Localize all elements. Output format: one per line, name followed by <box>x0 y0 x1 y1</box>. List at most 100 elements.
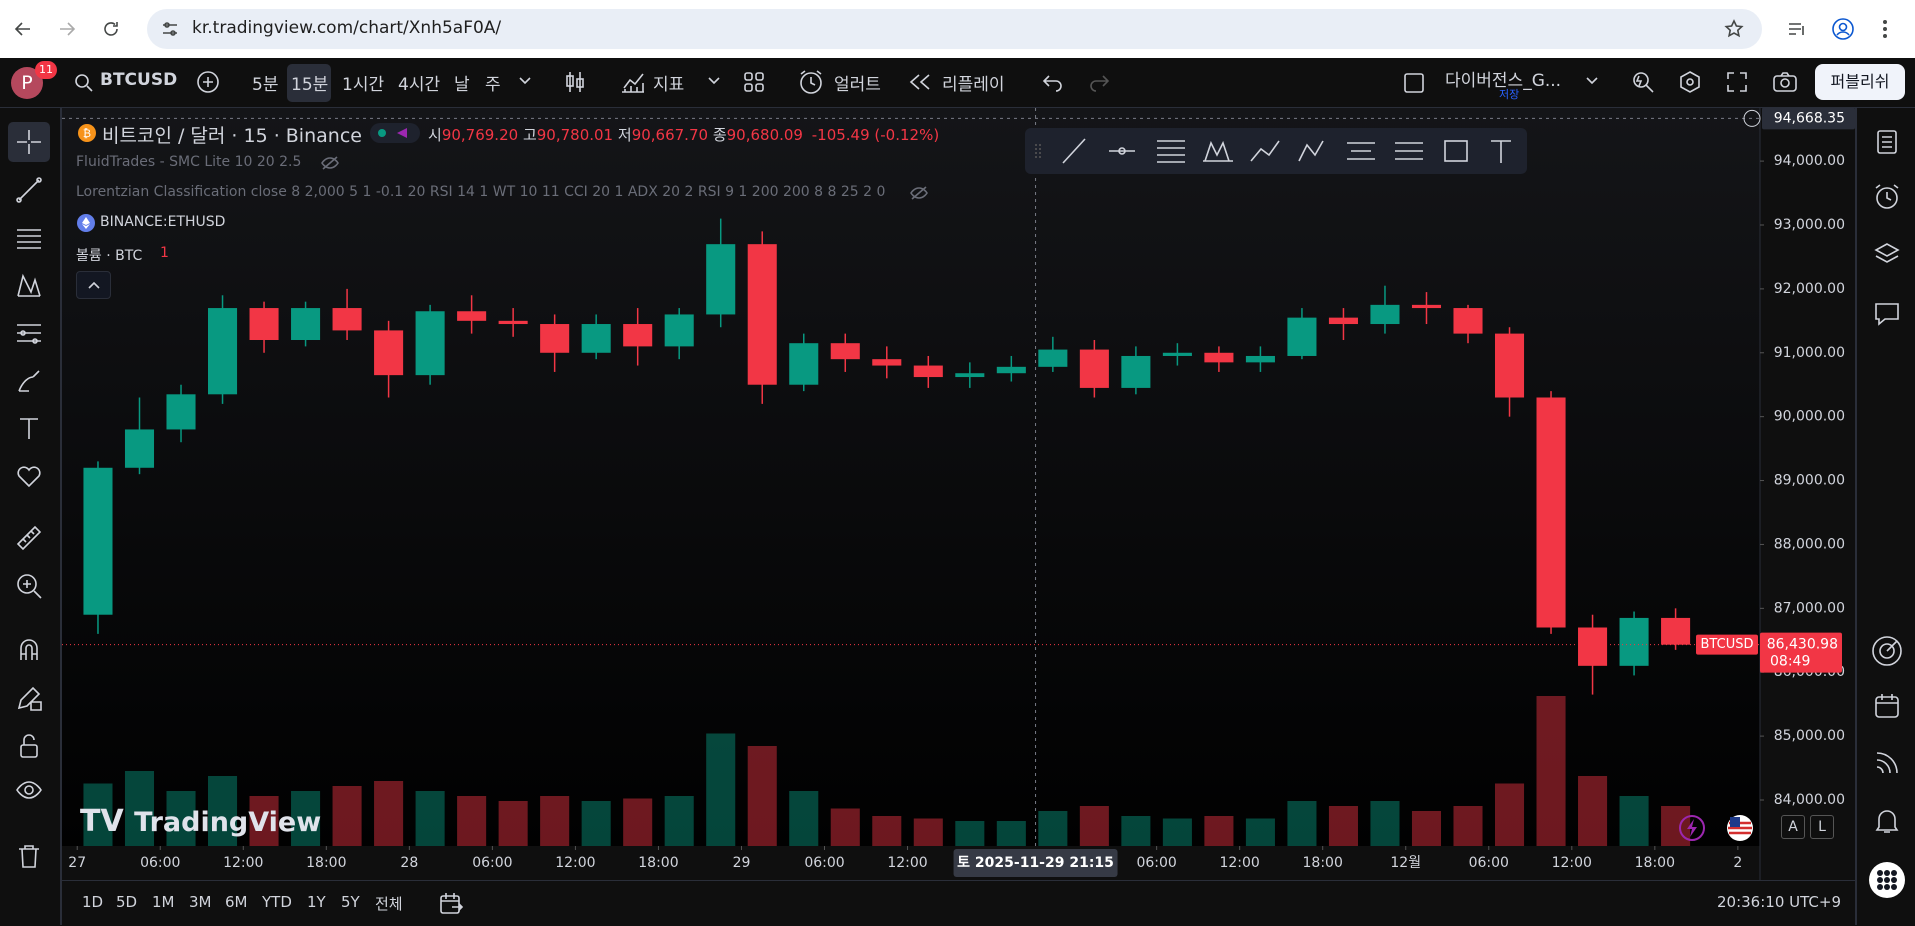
layout-name[interactable]: 다이버전스_G... <box>1445 71 1562 91</box>
lock-tool[interactable] <box>15 732 43 760</box>
prediction-tool[interactable] <box>15 319 43 347</box>
goto-date[interactable] <box>438 892 464 916</box>
indicator-legend[interactable]: Lorentzian Classification close 8 2,000 … <box>76 184 886 200</box>
candle-body <box>498 320 528 325</box>
object-tree[interactable] <box>1873 241 1901 269</box>
profile-button[interactable] <box>1831 17 1855 41</box>
undo-button[interactable] <box>1042 72 1064 92</box>
delete-tool[interactable] <box>15 842 43 870</box>
back-button[interactable] <box>12 18 34 40</box>
news[interactable] <box>1873 749 1901 777</box>
symbol-title[interactable]: 비트코인 / 달러 · 15 · Binance <box>102 125 362 147</box>
watermark[interactable]: 𝗧𝗩 TradingView <box>80 804 322 839</box>
range-button[interactable]: 전체 <box>375 895 403 913</box>
brush-tool[interactable] <box>15 367 43 395</box>
ohlc-label: 종 <box>712 126 727 144</box>
lightning-button[interactable] <box>1677 813 1707 843</box>
redo-button[interactable] <box>1088 72 1110 92</box>
quick-search[interactable] <box>1631 70 1655 94</box>
replay-button[interactable]: 리플레이 <box>942 75 1005 95</box>
x-tick-label: 06:00 <box>1469 855 1509 871</box>
interval-button[interactable]: 1시간 <box>342 75 385 95</box>
publish-button[interactable]: 퍼블리쉬 <box>1815 64 1905 100</box>
chat[interactable] <box>1873 300 1901 328</box>
alerts-panel[interactable] <box>1873 183 1901 211</box>
stay-drawing[interactable] <box>15 684 43 712</box>
icon-tool[interactable] <box>15 462 43 490</box>
x-tick-label: 06:00 <box>472 855 512 871</box>
layout-icon[interactable] <box>1403 72 1425 94</box>
hidden-icon[interactable] <box>320 155 340 171</box>
range-button[interactable]: 3M <box>189 893 212 911</box>
forward-button[interactable] <box>56 18 78 40</box>
reload-button[interactable] <box>100 18 122 40</box>
media-button[interactable] <box>1786 18 1808 40</box>
interval-menu[interactable] <box>518 76 532 86</box>
menu-button[interactable] <box>1880 17 1890 41</box>
compare-legend[interactable]: BINANCE:ETHUSD <box>100 214 226 230</box>
add-button <box>1743 109 1761 127</box>
fullscreen-button[interactable] <box>1726 71 1748 93</box>
indicators-menu[interactable] <box>707 76 721 86</box>
volume-bar <box>540 796 570 846</box>
range-button[interactable]: 1Y <box>307 893 326 911</box>
interval-button[interactable]: 날 <box>454 75 470 95</box>
floating-toolbar <box>1025 128 1527 174</box>
bookmark[interactable] <box>1724 19 1744 39</box>
indicators-icon[interactable] <box>620 70 646 94</box>
candle-body <box>1536 397 1566 628</box>
trading-panel[interactable] <box>1871 635 1903 667</box>
snapshot-button[interactable] <box>1772 71 1798 93</box>
notifications[interactable] <box>1873 807 1901 835</box>
candle-body <box>1121 355 1151 388</box>
range-button[interactable]: 6M <box>225 893 248 911</box>
range-button[interactable]: 1M <box>152 893 175 911</box>
hide-tool[interactable] <box>15 776 43 804</box>
chart-type-button[interactable] <box>563 70 587 94</box>
log-scale[interactable]: L <box>1810 815 1834 839</box>
price-axis <box>1760 108 1855 880</box>
trendline-tool[interactable] <box>15 176 43 204</box>
interval-button[interactable]: 15분 <box>291 75 329 95</box>
interval-button[interactable]: 주 <box>485 75 501 95</box>
apps[interactable] <box>1869 862 1905 898</box>
magnet-tool[interactable] <box>15 636 43 664</box>
symbol-search[interactable]: BTCUSD <box>100 70 178 90</box>
interval-button[interactable]: 4시간 <box>398 75 441 95</box>
calendar[interactable] <box>1873 692 1901 720</box>
compare-button[interactable] <box>196 70 220 94</box>
alert-icon[interactable] <box>798 69 824 95</box>
zoom-tool[interactable] <box>15 572 43 600</box>
volume-legend-value: 1 <box>160 245 169 261</box>
hidden-icon[interactable] <box>909 185 929 201</box>
watchlist[interactable] <box>1873 128 1901 156</box>
settings-button[interactable] <box>1678 70 1702 94</box>
indicators-button[interactable]: 지표 <box>653 75 685 95</box>
range-button[interactable]: YTD <box>262 893 292 911</box>
auto-scale[interactable]: A <box>1781 815 1805 839</box>
volume-legend[interactable]: 볼륨 · BTC <box>76 248 143 264</box>
quick-tools[interactable] <box>1061 137 1521 165</box>
collapse-legend[interactable] <box>76 271 111 299</box>
replay-icon[interactable] <box>908 72 932 92</box>
search-icon[interactable] <box>74 73 94 93</box>
fib-tool[interactable] <box>15 224 43 252</box>
indicator-legend[interactable]: FluidTrades - SMC Lite 10 20 2.5 <box>76 154 302 170</box>
range-button[interactable]: 5D <box>116 893 138 911</box>
layouts-button[interactable] <box>742 70 766 94</box>
clock[interactable]: 20:36:10 UTC+9 <box>1717 893 1841 911</box>
site-info[interactable] <box>161 20 179 38</box>
interval-button[interactable]: 5분 <box>252 75 279 95</box>
chart[interactable]: 94,000.00 93,000.00 92,000.00 91,000.00 90,0… <box>62 108 1855 880</box>
layout-menu[interactable] <box>1585 76 1599 86</box>
crosshair-tool[interactable] <box>15 128 43 156</box>
range-button[interactable]: 5Y <box>341 893 360 911</box>
session-flag[interactable] <box>1725 813 1755 843</box>
drag-handle[interactable] <box>1033 141 1043 161</box>
address-bar[interactable]: kr.tradingview.com/chart/Xnh5aF0A/ <box>147 9 1762 49</box>
measure-tool[interactable] <box>15 524 43 552</box>
range-button[interactable]: 1D <box>82 893 104 911</box>
text-tool[interactable] <box>15 414 43 442</box>
alert-button[interactable]: 얼러트 <box>834 75 881 95</box>
pattern-tool[interactable] <box>15 272 43 300</box>
